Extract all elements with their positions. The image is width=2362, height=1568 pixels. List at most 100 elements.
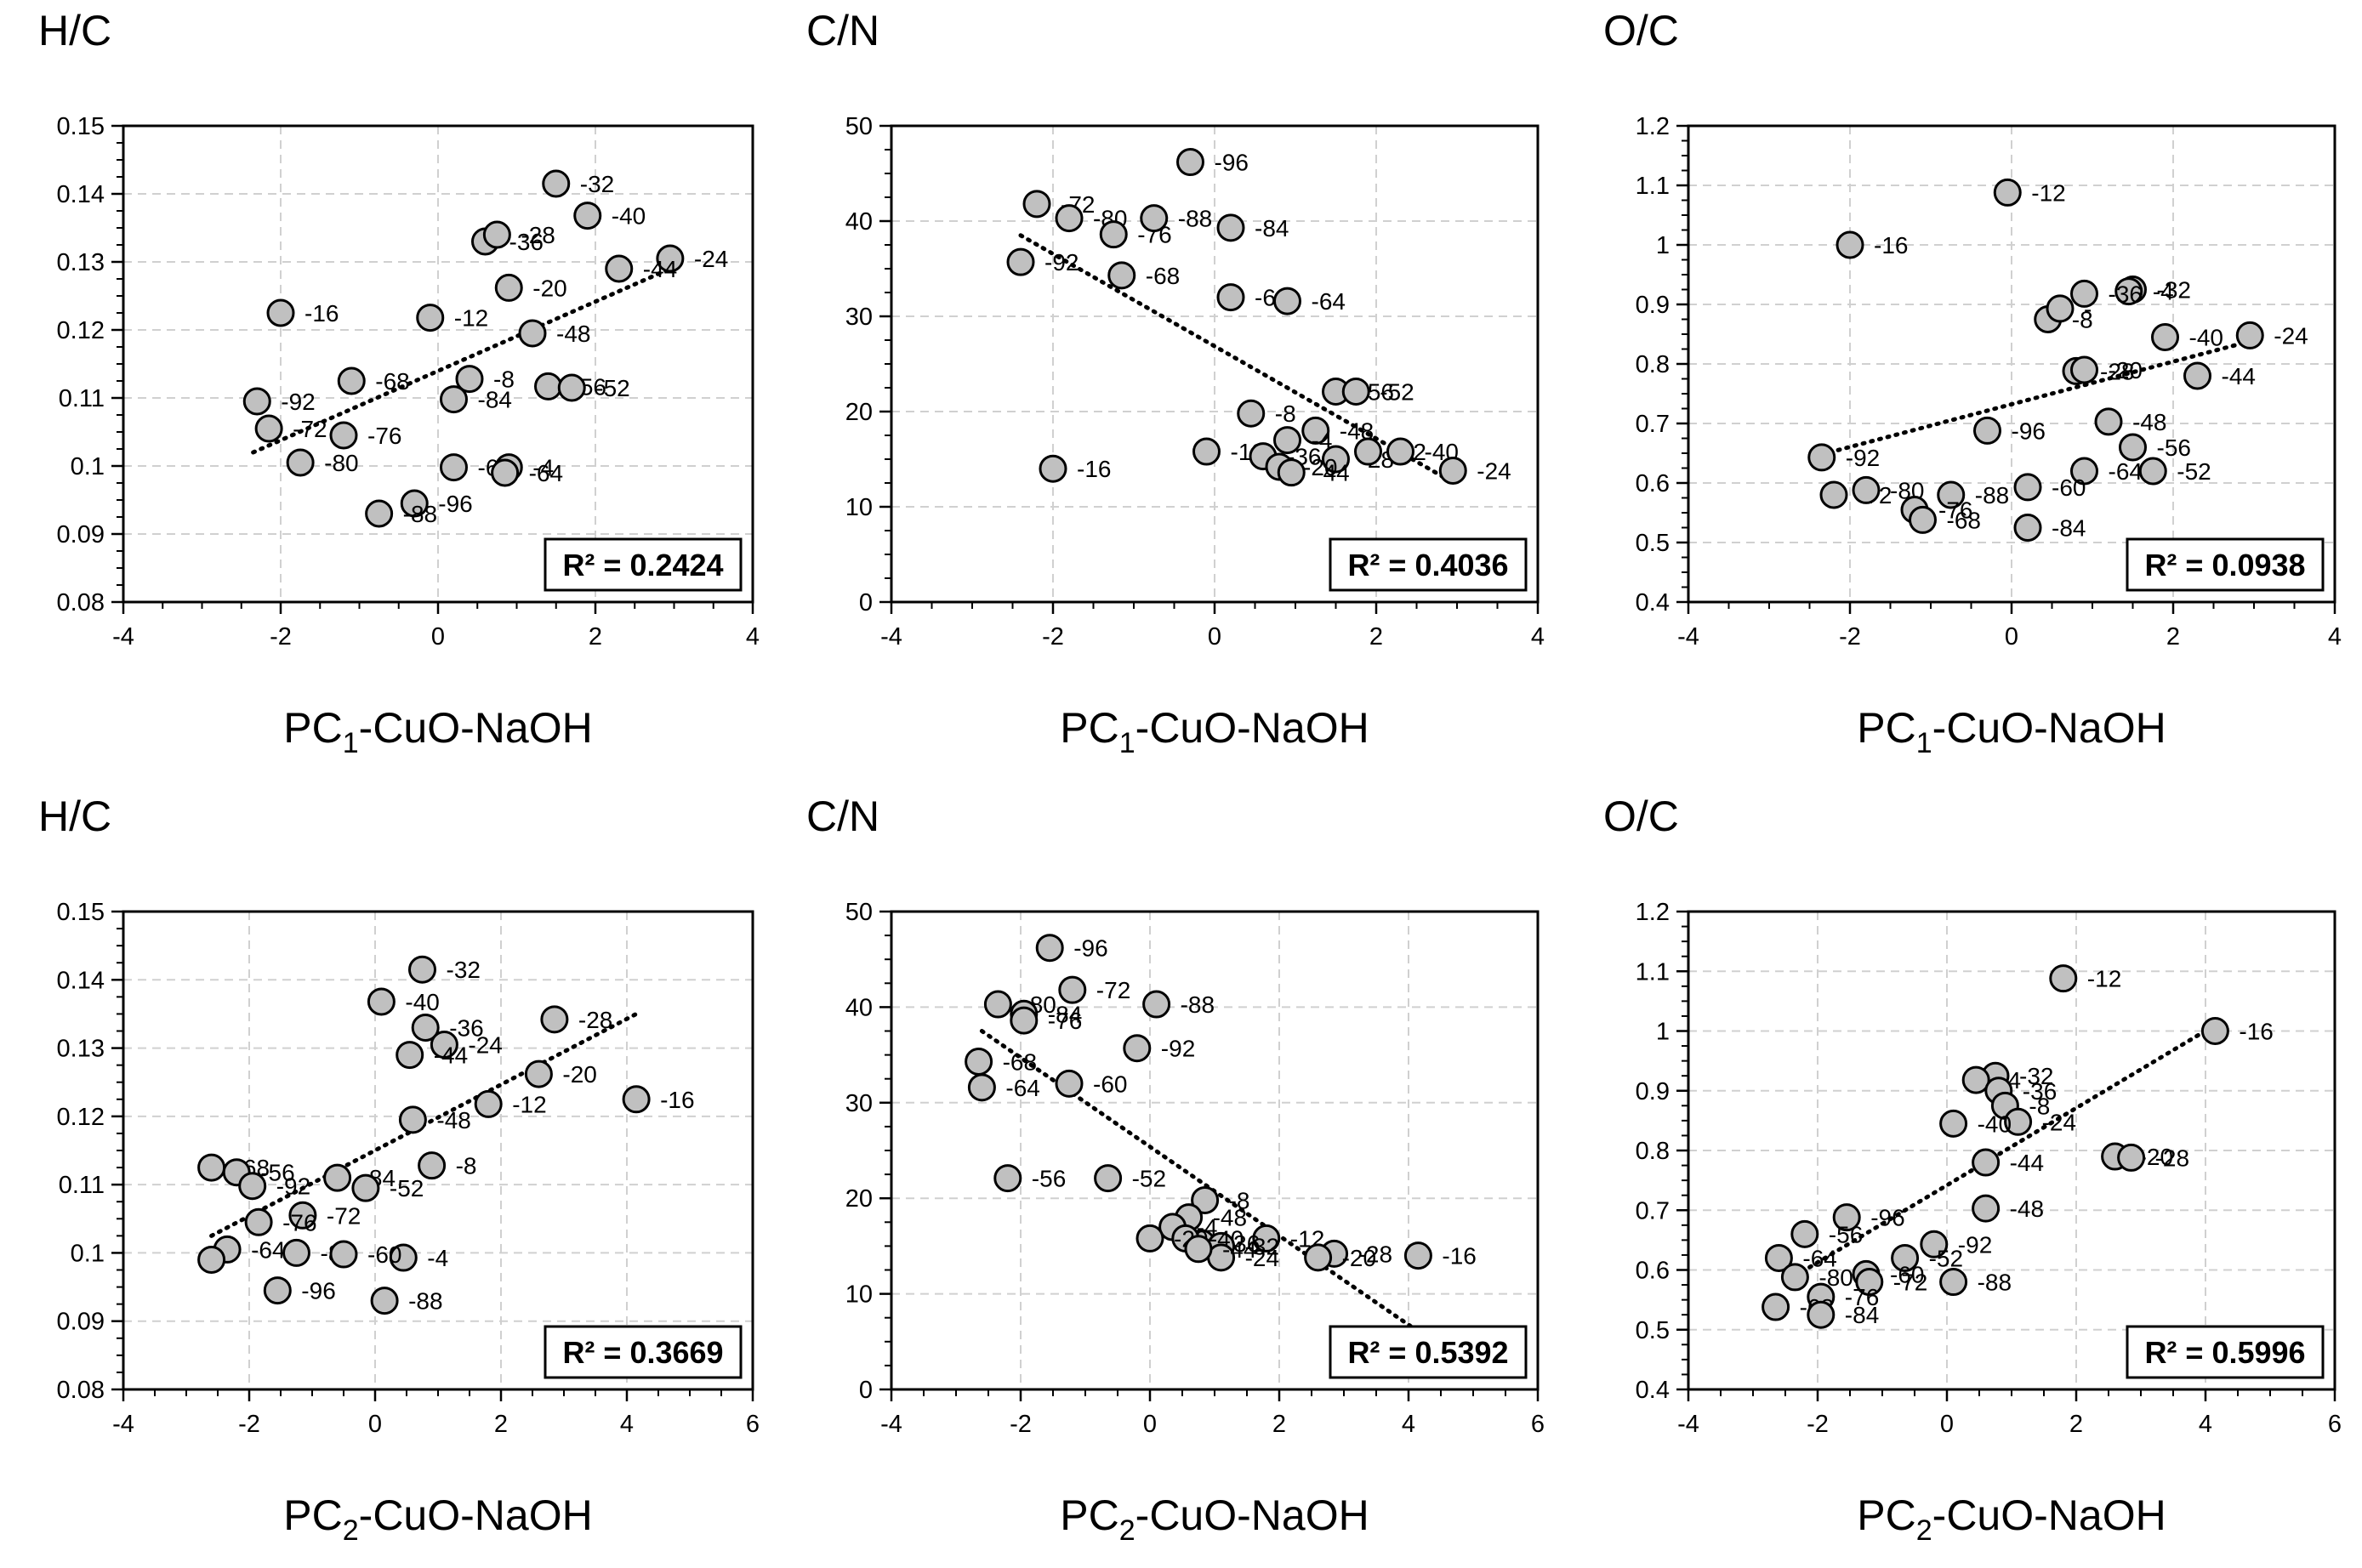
data-point-label: -68 (1003, 1048, 1037, 1075)
data-point (2114, 277, 2143, 306)
data-point-label: -76 (1048, 1008, 1082, 1034)
data-point-label: -88 (1978, 1270, 2012, 1296)
data-point-label: -44 (643, 256, 677, 282)
r-squared-label: R² = 0.5996 (2144, 1335, 2305, 1370)
x-tick-label: -4 (1677, 1411, 1699, 1438)
data-point (329, 1240, 358, 1269)
y-tick-label: 0.14 (57, 967, 105, 994)
data-point-label: -52 (1929, 1245, 1963, 1271)
data-point (2094, 407, 2123, 436)
y-tick-label: 1 (1656, 232, 1670, 259)
data-point-label: -96 (301, 1278, 335, 1304)
data-point-label: -48 (1213, 1205, 1247, 1231)
data-point (518, 319, 547, 348)
y-tick-label: 40 (845, 994, 873, 1021)
data-point (1341, 377, 1370, 406)
x-axis-label-main: PC (1857, 1491, 1915, 1539)
data-point-label: -84 (1048, 1001, 1082, 1027)
y-tick-label: 0 (859, 1377, 873, 1404)
r-squared-box (1329, 537, 1528, 592)
data-point-label: -48 (2132, 409, 2166, 435)
y-tick-label: 20 (845, 1185, 873, 1213)
data-point (242, 387, 271, 416)
data-point (1939, 1268, 1968, 1297)
data-point-label: -56 (1829, 1221, 1863, 1247)
data-point-label: -24 (2274, 322, 2308, 349)
data-point (1939, 1109, 1968, 1138)
data-point (491, 458, 520, 487)
data-point (1107, 261, 1136, 290)
data-point (1972, 1194, 2001, 1223)
data-point (1184, 1235, 1213, 1264)
y-tick-label: 0.5 (1636, 530, 1670, 557)
data-point (416, 304, 445, 332)
data-point (605, 254, 634, 283)
data-point (455, 365, 484, 394)
data-point-label: -16 (1442, 1243, 1476, 1270)
x-tick-label: 4 (2328, 623, 2342, 650)
data-point-label: -60 (367, 1241, 401, 1268)
plot-frame (890, 910, 1540, 1391)
y-tick-label: 0.8 (1636, 351, 1670, 378)
data-point-label: -56 (2157, 435, 2191, 461)
data-point-label: -64 (529, 460, 563, 486)
data-point (2046, 294, 2075, 323)
data-point (396, 1041, 424, 1070)
x-tick-label: 2 (589, 623, 602, 650)
data-point-label: -24 (1245, 1245, 1279, 1271)
data-point (1035, 934, 1064, 963)
data-point-label: -40 (1978, 1111, 2012, 1137)
data-point-label: -60 (2052, 474, 2086, 501)
data-point-label: -16 (1874, 232, 1908, 258)
trend-line (1018, 233, 1451, 483)
data-point (2070, 279, 2098, 308)
x-tick-label: 2 (2166, 623, 2180, 650)
data-point-label: -96 (2012, 418, 2046, 444)
x-tick-label: -2 (1010, 1411, 1032, 1438)
y-tick-label: 0.09 (57, 1309, 105, 1336)
r-squared-box (2126, 1325, 2325, 1379)
data-point (408, 955, 436, 984)
data-point (1301, 416, 1330, 445)
chart-panel-1: -4 -2 0 2 40.080.090.10.110.120.130.140.15H/… (38, 7, 760, 759)
data-point (1039, 454, 1067, 483)
x-axis-label: PC2-CuO-NaOH (1060, 1491, 1369, 1547)
data-point (2070, 355, 2098, 384)
data-point (1993, 178, 2022, 207)
data-point-label: -52 (390, 1175, 424, 1202)
data-point (1273, 287, 1301, 315)
data-point-label: -32 (580, 171, 614, 197)
data-point-label: -96 (438, 491, 472, 517)
data-point-label: -84 (1845, 1302, 1879, 1328)
data-point (1937, 480, 1966, 509)
data-point-label: -76 (282, 1209, 316, 1236)
data-point (1836, 230, 1864, 259)
x-axis-label: PC2-CuO-NaOH (283, 1491, 592, 1547)
x-axis-label-subscript: 2 (343, 1514, 359, 1547)
data-point (2183, 361, 2211, 390)
r-squared-box (2126, 537, 2325, 592)
data-point (1010, 1006, 1039, 1035)
data-point (1142, 990, 1171, 1019)
trend-line (1819, 338, 2252, 457)
data-point (323, 1163, 352, 1192)
x-tick-label: 4 (2199, 1411, 2212, 1438)
data-point (482, 220, 511, 249)
chart-panel-3: -4 -2 0 2 40.40.50.60.70.80.911.11.2O/CPC1-C… (1603, 7, 2342, 759)
x-axis-label-rest: -CuO-NaOH (1135, 1491, 1369, 1539)
y-tick-label: 40 (845, 208, 873, 236)
r-squared-label: R² = 0.2424 (562, 548, 723, 582)
data-point (398, 1105, 427, 1134)
data-point (351, 1173, 380, 1202)
chart-panel-5: -4 -2 0 2 4 601020304050C/NPC2-CuO-NaOH-96-72… (806, 793, 1545, 1547)
data-point (622, 1085, 651, 1114)
data-point (1807, 443, 1836, 472)
x-tick-label: 2 (2069, 1411, 2083, 1438)
data-point (1191, 1185, 1220, 1214)
data-point (474, 1089, 503, 1118)
x-axis-label-main: PC (1060, 1491, 1118, 1539)
data-point-label: -32 (1245, 1233, 1279, 1259)
data-point (2235, 321, 2264, 349)
data-point (494, 273, 523, 302)
x-tick-label: 0 (1940, 1411, 1954, 1438)
